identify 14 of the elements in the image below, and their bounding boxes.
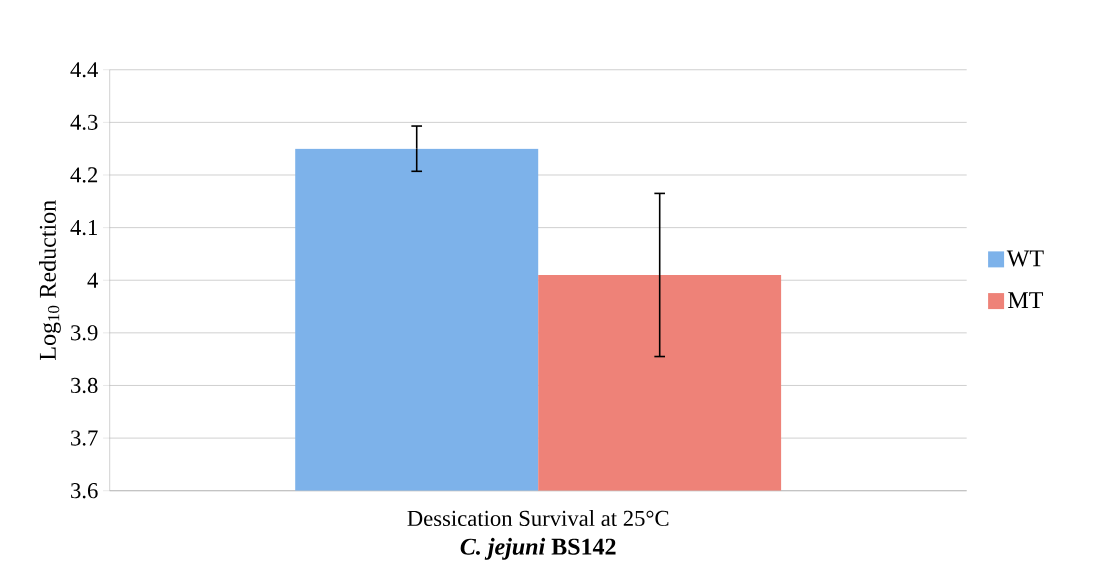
y-tick-label: 4.2 <box>70 167 98 183</box>
x-tick-label: Dessication Survival at 25°C <box>407 510 669 527</box>
y-tick-label: 4.3 <box>70 114 98 130</box>
y-tick-label: 4 <box>87 272 98 288</box>
y-tick-label: 3.9 <box>71 325 98 341</box>
legend-label: WT <box>1006 250 1044 267</box>
legend-label: MT <box>1008 292 1044 308</box>
y-tick-label: 3.6 <box>71 483 98 499</box>
y-tick-label: 3.7 <box>71 430 98 446</box>
y-tick-label: 4.4 <box>70 62 98 78</box>
y-axis-title: Log$_{10}$ Reduction <box>39 200 61 360</box>
y-tick-label: 4.1 <box>70 219 97 236</box>
x-axis-title: C. jejuni BS142 <box>460 537 616 560</box>
y-tick-label: 3.8 <box>71 377 98 394</box>
